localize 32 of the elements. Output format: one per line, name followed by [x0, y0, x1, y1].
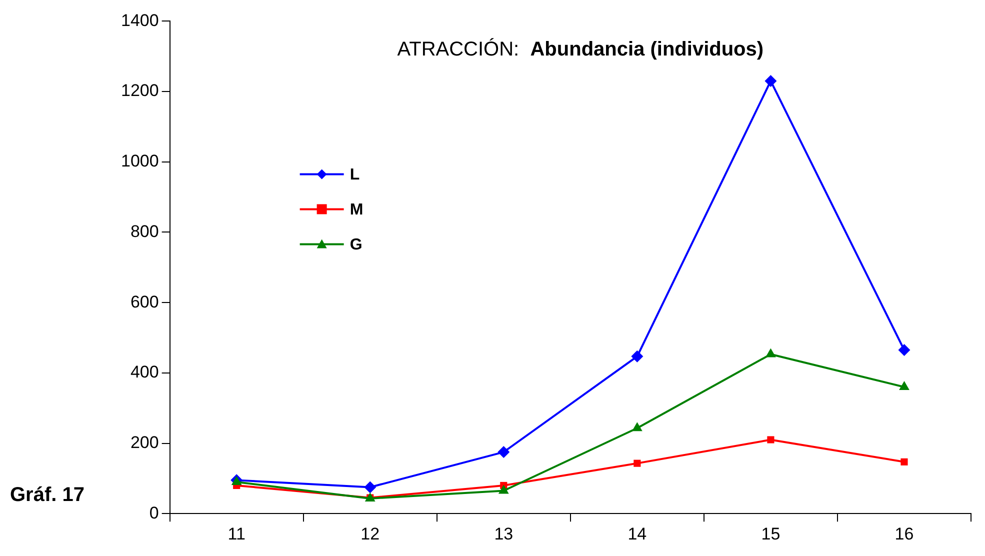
y-tick-label: 400	[130, 362, 159, 382]
point	[898, 344, 910, 356]
point	[634, 460, 641, 467]
y-tick-label: 1000	[120, 152, 159, 171]
text: Abundancia (individuos)	[530, 38, 764, 61]
y-tick-label: 800	[130, 222, 159, 241]
y-tick-label: 600	[130, 292, 159, 312]
y-tick-label: 200	[130, 432, 159, 452]
legend-label: M	[350, 202, 364, 219]
x-tick-label: 11	[228, 524, 246, 544]
x-tick-label: 15	[761, 524, 780, 544]
point	[631, 350, 644, 362]
point	[766, 348, 776, 358]
x-tick-label: 12	[360, 524, 380, 544]
legend-label: L	[350, 166, 360, 184]
y-tick-label: 1200	[120, 81, 159, 100]
x-tick-label: 16	[894, 524, 914, 544]
legend-label: G	[350, 236, 362, 254]
point	[498, 446, 510, 458]
point	[764, 74, 777, 87]
point	[364, 481, 376, 494]
text: Gráf. 17	[10, 484, 84, 506]
text: ATRACCIÓN:	[397, 38, 530, 61]
x-tick-label: 14	[628, 524, 647, 544]
point	[900, 458, 908, 466]
point	[498, 484, 509, 494]
y-tick-label: 1400	[120, 10, 159, 30]
x-tick-label: 13	[494, 524, 514, 544]
point	[632, 422, 642, 432]
y-tick-label: 0	[149, 503, 159, 522]
point	[899, 380, 910, 390]
point	[767, 436, 774, 444]
